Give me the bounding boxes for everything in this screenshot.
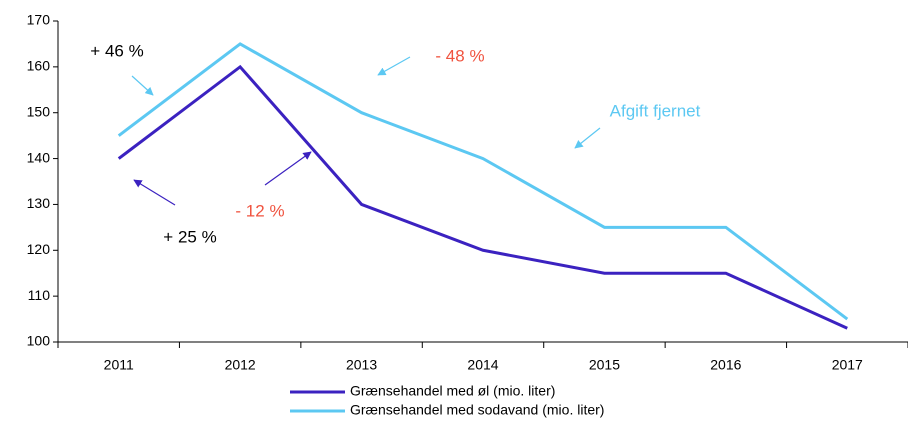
series-line (117, 42, 849, 321)
x-tick-label: 2017 (832, 357, 863, 373)
y-tick-label: 150 (27, 103, 51, 119)
arrow (131, 75, 154, 96)
annotation: - 12 % (235, 201, 284, 220)
y-tick-label: 130 (27, 195, 51, 211)
arrow (377, 56, 411, 76)
annotation: Afgift fjernet (610, 101, 701, 120)
legend-label: Grænsehandel med øl (mio. liter) (350, 383, 555, 399)
annotation: + 25 % (163, 227, 216, 246)
y-tick-label: 170 (27, 12, 51, 28)
annotation: + 46 % (90, 41, 143, 60)
y-tick-label: 160 (27, 58, 51, 74)
y-tick-label: 120 (27, 241, 51, 257)
x-tick-label: 2012 (225, 357, 256, 373)
series-line (117, 64, 848, 330)
x-tick-label: 2014 (467, 357, 498, 373)
arrow (264, 151, 312, 186)
y-tick-label: 100 (27, 333, 51, 349)
x-tick-label: 2015 (589, 357, 620, 373)
x-tick-label: 2016 (710, 357, 741, 373)
arrow (574, 127, 601, 149)
x-tick-label: 2011 (104, 357, 134, 373)
legend-label: Grænsehandel med sodavand (mio. liter) (350, 402, 604, 418)
arrow (133, 179, 176, 206)
y-tick-label: 110 (28, 287, 51, 303)
annotation: - 48 % (435, 46, 484, 65)
y-tick-label: 140 (27, 149, 51, 165)
x-tick-label: 2013 (346, 357, 377, 373)
